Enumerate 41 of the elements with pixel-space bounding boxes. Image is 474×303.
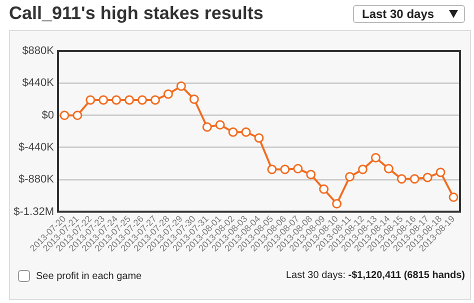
- point: [396, 174, 406, 184]
- point: [319, 184, 329, 194]
- point: [86, 95, 96, 105]
- point: [124, 95, 134, 105]
- point: [163, 89, 173, 99]
- point: [448, 192, 458, 202]
- point: [112, 95, 122, 105]
- point: [410, 174, 420, 184]
- point: [306, 170, 316, 180]
- y-tick-label: $-440K: [18, 142, 55, 154]
- y-tick-label: $-880K: [18, 174, 55, 186]
- point: [370, 152, 380, 162]
- point: [422, 172, 432, 182]
- dropdown: Last 30 days: [353, 5, 465, 23]
- y-tick-label: $880K: [22, 45, 55, 58]
- point: [241, 127, 251, 137]
- point: [202, 122, 212, 132]
- point: [98, 95, 108, 105]
- text: Last 30 days: -$1,120,411 (6815 hands): [286, 270, 465, 281]
- point: [176, 81, 186, 91]
- y-tick-label: $440K: [22, 77, 55, 90]
- point: [345, 172, 355, 182]
- point: [150, 95, 160, 105]
- y-tick-label: $0: [42, 109, 54, 122]
- point: [60, 110, 70, 120]
- point: [280, 164, 290, 174]
- point: [436, 168, 446, 178]
- point: [384, 164, 394, 174]
- point: [138, 95, 148, 105]
- point: [254, 133, 264, 143]
- chart-title: Call_911's high stakes results: [9, 3, 264, 24]
- point: [72, 110, 82, 120]
- point: [189, 94, 199, 104]
- y-tick-label: $-1.32M: [14, 206, 54, 218]
- text: See profit in each game: [36, 270, 142, 282]
- point: [215, 120, 225, 130]
- point: [228, 127, 238, 137]
- point: [358, 164, 368, 174]
- point: [267, 164, 277, 174]
- point: [332, 199, 342, 209]
- point: [293, 164, 303, 174]
